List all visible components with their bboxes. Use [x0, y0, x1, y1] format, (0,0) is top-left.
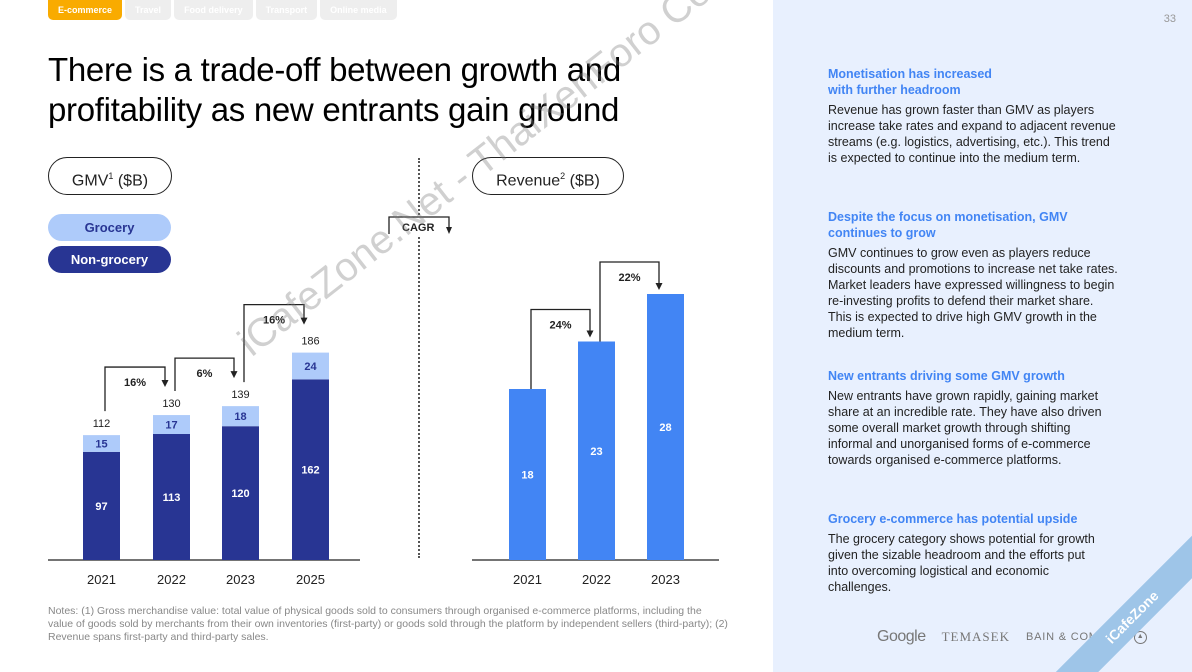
insight-body: New entrants have grown rapidly, gaining… — [828, 389, 1102, 467]
gmv-cagr-0-line — [104, 366, 166, 412]
revenue-x-tick: 2021 — [513, 572, 542, 587]
revenue-cagr-1-arrow-icon — [655, 283, 663, 290]
gmv-heading-unit: ($B) — [113, 172, 149, 190]
tab-travel[interactable]: Travel — [125, 0, 172, 20]
revenue-cagr-0-arrow-icon — [586, 330, 594, 338]
tab-online-media[interactable]: Online media — [320, 0, 397, 20]
section-tabs: E-commerce Travel Food delivery Transpor… — [48, 0, 397, 20]
insight-gmv-growth: Despite the focus on monetisation, GMV c… — [828, 209, 1128, 341]
gmv-bar-non-grocery-2021 — [83, 451, 120, 560]
cagr-legend-line — [388, 216, 450, 234]
gmv-value-non-grocery: 113 — [163, 492, 181, 504]
revenue-heading: Revenue2 ($B) — [472, 157, 624, 195]
legend-non-grocery: Non-grocery — [48, 246, 171, 273]
gmv-value-non-grocery: 97 — [95, 501, 107, 513]
gmv-value-non-grocery: 162 — [301, 465, 319, 477]
revenue-footnote-marker: 2 — [560, 171, 566, 181]
gmv-cagr-1-label: 6% — [197, 368, 213, 380]
insight-new-entrants: New entrants driving some GMV growth New… — [828, 368, 1128, 468]
gmv-cagr-1-line — [174, 357, 235, 392]
gmv-x-tick: 2022 — [157, 572, 186, 587]
cagr-legend-arrow-icon — [446, 227, 452, 234]
insight-title: Monetisation has increased with further … — [828, 67, 992, 97]
revenue-bar-2022 — [578, 341, 615, 560]
gmv-bar-grocery-2022 — [153, 415, 190, 435]
gmv-value-grocery: 24 — [304, 361, 317, 373]
tab-transport[interactable]: Transport — [255, 0, 318, 20]
gmv-bar-non-grocery-2023 — [222, 426, 259, 560]
revenue-cagr-0-line — [530, 308, 591, 389]
cagr-legend-label: CAGR — [402, 222, 435, 234]
gmv-total-label: 130 — [162, 398, 180, 410]
page-title: There is a trade-off between growth and … — [48, 51, 621, 128]
gmv-cagr-1-arrow-icon — [230, 371, 238, 379]
revenue-bar-2021 — [509, 389, 546, 560]
chart-divider — [418, 158, 420, 558]
gmv-x-tick: 2021 — [87, 572, 116, 587]
revenue-x-tick: 2022 — [582, 572, 611, 587]
gmv-value-non-grocery: 120 — [231, 488, 249, 500]
insights-panel: 33 Monetisation has increased with furth… — [773, 0, 1192, 672]
insight-body: Revenue has grown faster than GMV as pla… — [828, 103, 1116, 165]
tab-food-delivery[interactable]: Food delivery — [174, 0, 253, 20]
insight-monetisation: Monetisation has increased with further … — [828, 66, 1128, 166]
revenue-x-tick: 2023 — [651, 572, 680, 587]
gmv-bar-grocery-2021 — [83, 435, 120, 452]
gmv-bar-non-grocery-2022 — [153, 434, 190, 560]
gmv-total-label: 139 — [231, 389, 249, 401]
page-number: 33 — [1163, 13, 1176, 25]
gmv-value-grocery: 15 — [95, 438, 107, 450]
gmv-bar-grocery-2025 — [292, 352, 329, 380]
insight-title: Despite the focus on monetisation, GMV c… — [828, 210, 1068, 240]
gmv-heading-text: GMV — [71, 172, 109, 190]
gmv-total-label: 112 — [93, 418, 111, 430]
insight-grocery: Grocery e-commerce has potential upside … — [828, 511, 1128, 595]
revenue-heading-text: Revenue — [496, 172, 561, 190]
legend-grocery: Grocery — [48, 214, 171, 241]
gmv-cagr-2-label: 16% — [263, 315, 285, 327]
gmv-value-grocery: 18 — [234, 411, 246, 423]
cagr-legend-box — [388, 216, 454, 236]
gmv-footnote-marker: 1 — [108, 171, 114, 181]
revenue-value-label: 18 — [521, 470, 533, 482]
google-logo: Google — [877, 628, 926, 645]
gmv-x-tick: 2023 — [226, 572, 255, 587]
insight-body: GMV continues to grow even as players re… — [828, 246, 1118, 340]
gmv-bar-non-grocery-2025 — [292, 379, 329, 560]
gmv-bar-grocery-2023 — [222, 406, 259, 427]
insight-title: New entrants driving some GMV growth — [828, 369, 1065, 383]
insight-title: Grocery e-commerce has potential upside — [828, 512, 1078, 526]
gmv-heading: GMV1 ($B) — [48, 157, 172, 195]
revenue-bar-2023 — [647, 294, 684, 560]
gmv-cagr-2-arrow-icon — [300, 317, 308, 325]
temasek-logo: TEMASEK — [941, 629, 1010, 644]
bain-mark-icon: ▲ — [1134, 630, 1148, 644]
gmv-x-tick: 2025 — [296, 572, 325, 587]
revenue-value-label: 23 — [590, 446, 602, 458]
revenue-value-label: 28 — [659, 422, 671, 434]
revenue-cagr-1-label: 22% — [618, 272, 640, 284]
gmv-cagr-2-line — [243, 303, 305, 383]
gmv-value-grocery: 17 — [165, 420, 177, 432]
footnotes: Notes: (1) Gross merchandise value: tota… — [48, 605, 728, 643]
revenue-cagr-1-line — [599, 261, 660, 342]
gmv-cagr-0-label: 16% — [124, 377, 146, 389]
insight-body: The grocery category shows potential for… — [828, 532, 1095, 594]
revenue-heading-unit: ($B) — [565, 172, 600, 190]
gmv-total-label: 186 — [301, 336, 319, 348]
revenue-cagr-0-label: 24% — [549, 320, 571, 332]
gmv-cagr-0-arrow-icon — [161, 380, 169, 388]
tab-e-commerce[interactable]: E-commerce — [48, 0, 123, 20]
